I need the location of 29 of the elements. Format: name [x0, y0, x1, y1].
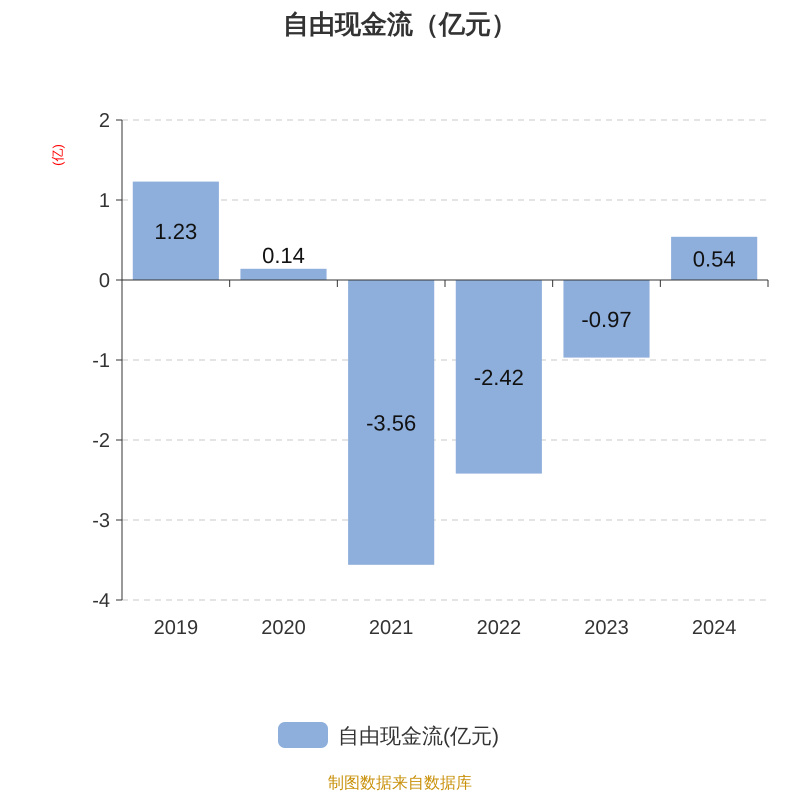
bar	[132, 182, 219, 280]
x-tick-label: 2021	[368, 617, 414, 639]
x-tick-label: 2022	[476, 617, 522, 639]
legend-label: 自由现金流(亿元)	[338, 725, 499, 748]
x-tick-label: 2020	[261, 617, 306, 639]
data-label: 1.23	[154, 218, 198, 244]
y-tick-label: -3	[92, 510, 110, 532]
bar	[240, 268, 327, 280]
chart-title: 自由现金流（亿元）	[283, 9, 517, 39]
text: 制图数据来自数据库	[328, 774, 472, 792]
y-tick-label: -2	[92, 430, 110, 452]
bar	[348, 280, 434, 565]
data-label: -2.42	[474, 364, 524, 390]
x-tick-label: 2023	[584, 617, 629, 639]
y-axis-title: (亿)	[50, 144, 65, 166]
x-tick-label: 2024	[692, 617, 736, 639]
data-label: 0.54	[692, 246, 736, 272]
y-tick-label: -1	[92, 350, 110, 372]
x-tick-label: 2019	[154, 617, 198, 639]
data-label: 0.14	[262, 242, 305, 268]
bar	[563, 280, 650, 358]
y-tick-label: 2	[98, 110, 110, 132]
data-label: -3.56	[366, 410, 416, 436]
y-tick-label: 1	[98, 190, 110, 212]
bar	[456, 280, 542, 474]
bar	[671, 236, 758, 280]
y-tick-label: -4	[92, 590, 110, 612]
y-tick-label: 0	[98, 270, 110, 292]
data-label: -0.97	[581, 306, 632, 332]
